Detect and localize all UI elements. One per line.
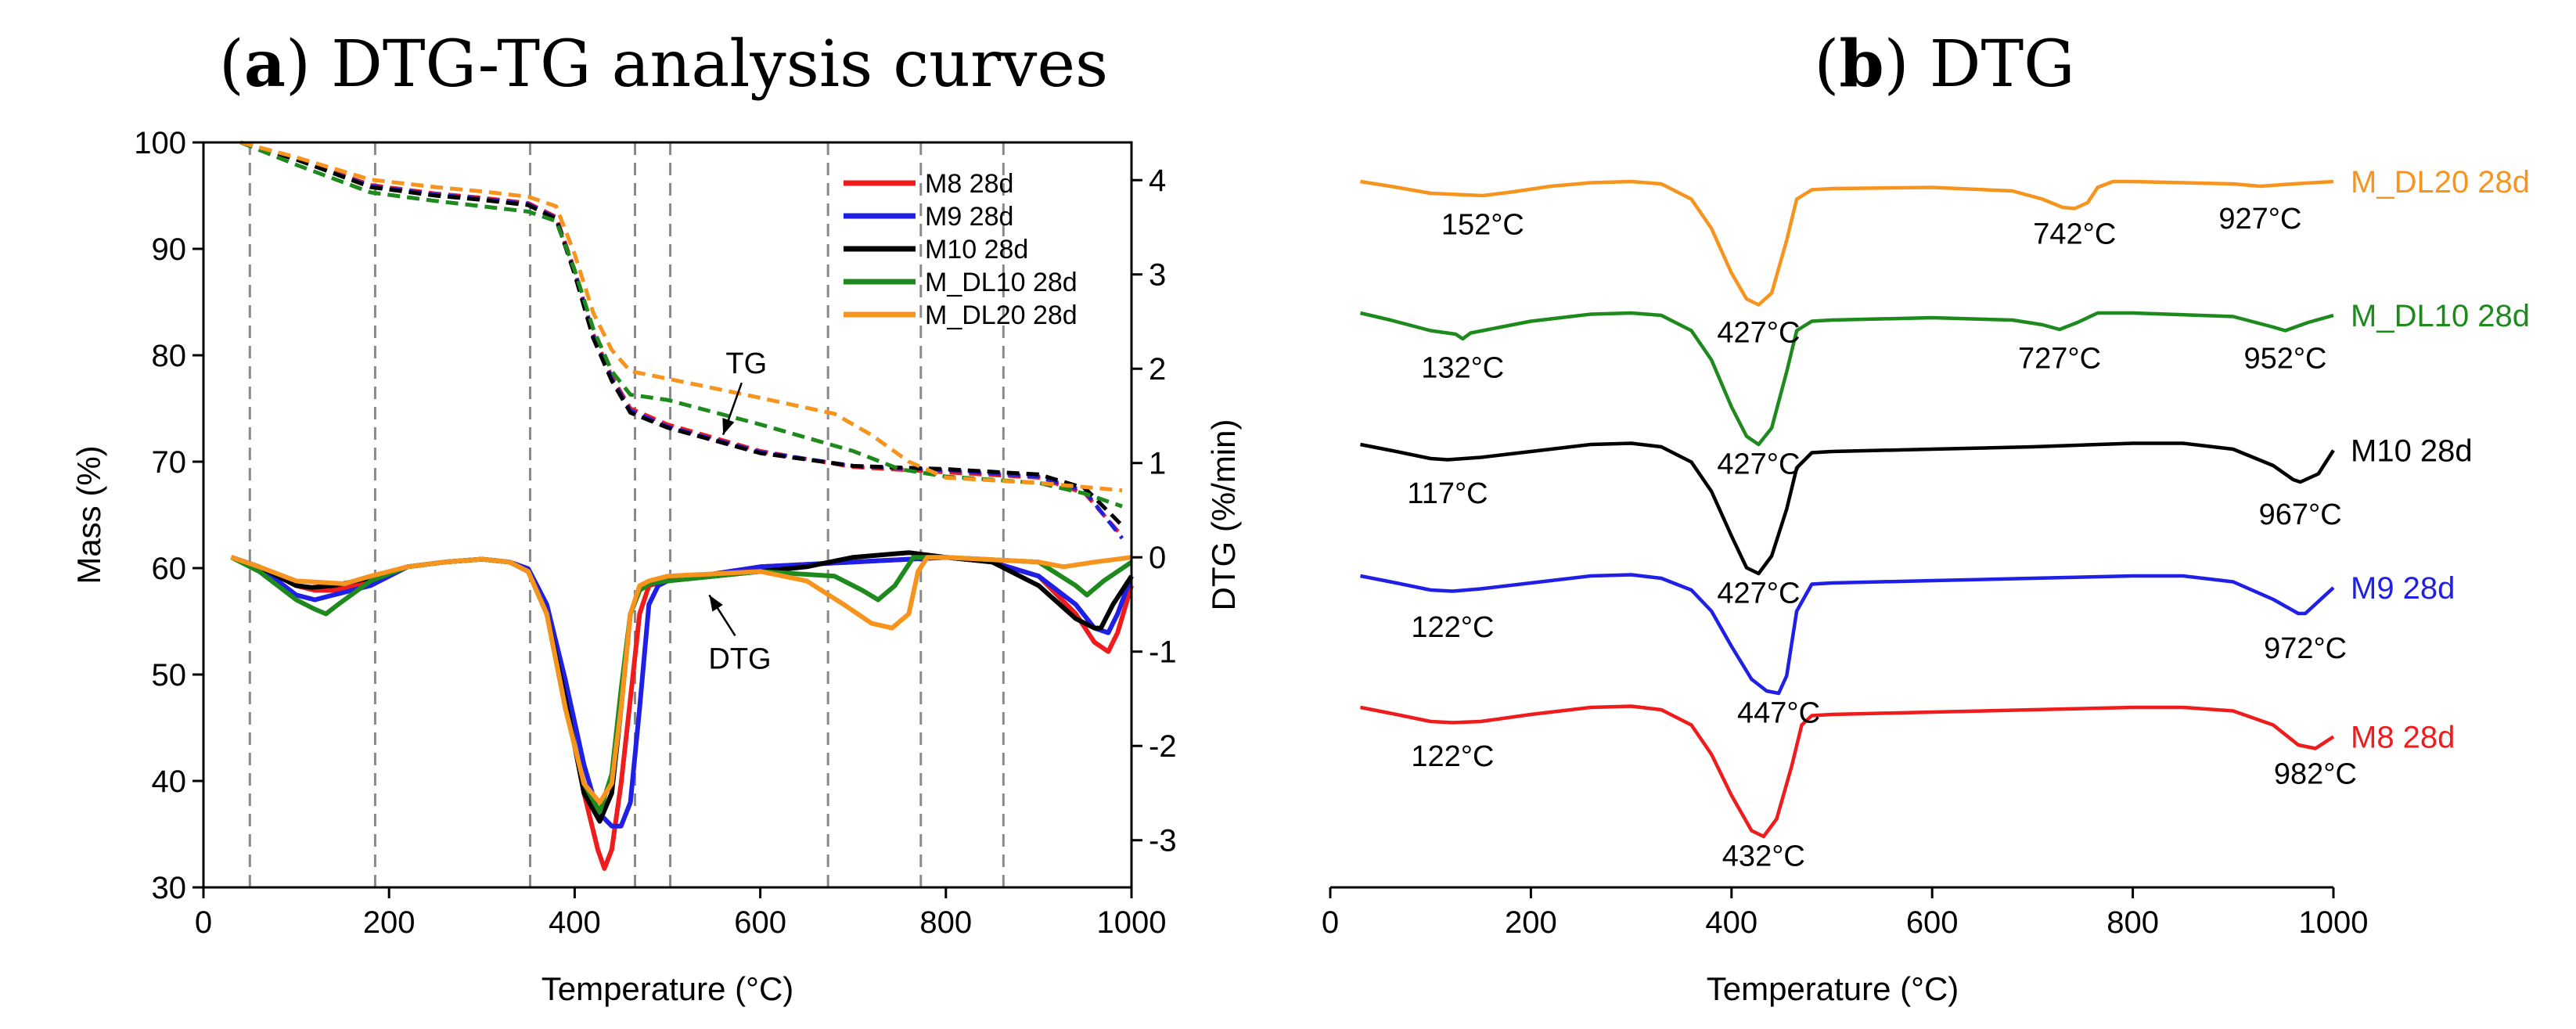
y2-tick-label: 0	[1149, 541, 1166, 575]
panel-a: 0 200 400 600 800 100030405060708090100-3-2-1…	[70, 126, 1242, 1007]
series-label: M8 28d	[2351, 721, 2455, 755]
series-m-dl10-28d-dtg	[230, 555, 1133, 815]
series-m-dl20-28d-tg	[239, 140, 1123, 493]
y2-axis-label-a: DTG (%/min)	[1205, 419, 1242, 611]
x-tick-label: 1000	[2299, 905, 2369, 940]
series-m8-28d	[1360, 704, 2335, 839]
series-m9-28d-dtg	[230, 555, 1134, 829]
x-tick-label: 400	[549, 905, 601, 940]
y2-tick-label: -3	[1149, 824, 1177, 858]
x-tick-label: 600	[734, 905, 786, 940]
x-tick-label: 800	[2106, 905, 2159, 940]
tick-group: 0 200 400 600 800 1000	[1322, 887, 2369, 940]
peak-label: 132°C	[1421, 352, 1504, 385]
legend-label: M10 28d	[925, 235, 1028, 264]
y2-tick-label: -2	[1149, 729, 1177, 764]
peak-label: 122°C	[1411, 740, 1494, 773]
y-tick-label: 50	[152, 658, 187, 693]
annotation-label: DTG	[708, 642, 771, 675]
peak-label: 927°C	[2218, 203, 2301, 236]
y-tick-label: 70	[152, 445, 187, 480]
y2-tick-label: 1	[1149, 447, 1166, 481]
peak-label: 117°C	[1407, 477, 1488, 510]
series-m-dl20-28d	[1360, 179, 2334, 307]
panel-b: M8 28d 122°C 432°C 982°C M9 28d 122°C 447°C 972…	[1322, 165, 2530, 1007]
y-tick-label: 100	[134, 126, 186, 160]
series-group: M8 28d 122°C 432°C 982°C M9 28d 122°C 447°C 972…	[1359, 165, 2530, 873]
y-tick-label: 30	[152, 871, 187, 905]
peak-label: 427°C	[1717, 317, 1800, 350]
peak-label: 427°C	[1717, 448, 1800, 481]
y2-tick-label: 3	[1149, 258, 1166, 293]
peak-label: 967°C	[2259, 498, 2342, 531]
x-tick-label: 800	[919, 905, 972, 940]
peak-label: 972°C	[2264, 632, 2347, 665]
series-m9-28d	[1360, 573, 2335, 696]
y2-tick-label: 4	[1149, 164, 1166, 198]
annotation-arrowhead	[722, 418, 735, 435]
y-tick-label: 60	[152, 552, 187, 586]
x-tick-label: 0	[195, 905, 212, 940]
series-m8-28d-dtg	[230, 555, 1134, 871]
legend-label: M_DL20 28d	[925, 300, 1078, 330]
series-label: M9 28d	[2351, 571, 2455, 606]
peak-label: 427°C	[1717, 577, 1800, 610]
peak-label: 432°C	[1722, 840, 1805, 873]
peak-label: 727°C	[2018, 343, 2101, 376]
peak-label: 982°C	[2274, 758, 2357, 791]
series-m10-28d	[1360, 441, 2335, 576]
y2-tick-label: -1	[1149, 635, 1177, 670]
peak-label: 742°C	[2033, 218, 2116, 251]
series-label: M10 28d	[2351, 434, 2473, 469]
series-m-dl10-28d	[1359, 311, 2334, 447]
y2-tick-label: 2	[1149, 352, 1166, 387]
x-tick-label: 400	[1705, 905, 1758, 940]
peak-label: 152°C	[1441, 209, 1524, 242]
legend-label: M8 28d	[925, 169, 1013, 199]
annotation-label: TG	[725, 347, 767, 380]
title-a: (a) DTG-TG analysis curves	[219, 27, 1108, 102]
x-tick-label: 200	[363, 905, 416, 940]
x-tick-label: 0	[1322, 905, 1339, 940]
annotation-arrowhead	[709, 595, 723, 612]
series-m10-28d-dtg	[230, 550, 1134, 824]
plot-frame-a	[202, 141, 1133, 889]
x-tick-label: 1000	[1097, 905, 1167, 940]
y-tick-label: 80	[152, 339, 187, 373]
peak-label: 447°C	[1737, 697, 1820, 730]
series-label: M_DL10 28d	[2351, 299, 2530, 333]
legend-label: M_DL10 28d	[925, 268, 1078, 297]
series-label: M_DL20 28d	[2351, 165, 2530, 200]
legend-label: M9 28d	[925, 202, 1013, 232]
y-axis-label-a: Mass (%)	[70, 445, 107, 584]
guide-lines	[248, 142, 1005, 887]
series-group	[230, 140, 1134, 871]
x-axis-label-a: Temperature (°C)	[541, 970, 794, 1007]
tick-group: 0 200 400 600 800 100030405060708090100-3-2-1…	[134, 126, 1176, 940]
x-axis-label-b: Temperature (°C)	[1707, 970, 1959, 1007]
x-tick-label: 200	[1505, 905, 1557, 940]
y-tick-label: 40	[152, 765, 187, 799]
annotations: TG DTG	[708, 347, 772, 675]
peak-label: 952°C	[2243, 343, 2326, 376]
peak-label: 122°C	[1411, 611, 1494, 644]
y-tick-label: 90	[152, 232, 187, 267]
x-tick-label: 600	[1906, 905, 1959, 940]
series-m-dl20-28d-dtg	[230, 555, 1132, 805]
series-m10-28d-tg	[239, 140, 1124, 527]
title-b: (b) DTG	[1814, 27, 2074, 102]
